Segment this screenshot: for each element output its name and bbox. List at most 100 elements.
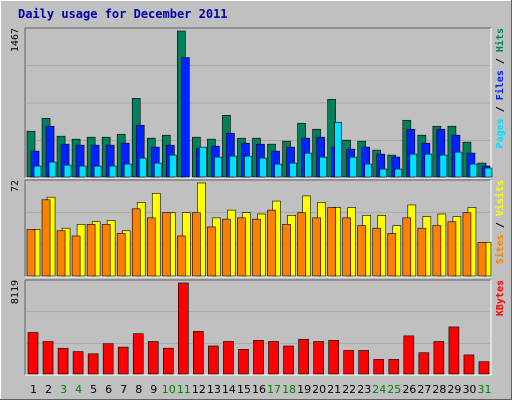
- legend-visits-sites: Sites / Visits: [494, 180, 506, 264]
- bar-sites-day-26: [402, 217, 412, 277]
- bar-sites-day-29: [447, 221, 457, 277]
- bar-kbytes-day-29: [448, 326, 460, 375]
- x-tick-day-28: 28: [432, 383, 446, 396]
- bar-kbytes-day-4: [72, 351, 84, 375]
- x-tick-day-30: 30: [462, 383, 476, 396]
- bar-sites-day-13: [207, 226, 216, 277]
- x-tick-day-9: 9: [150, 383, 157, 396]
- bar-sites-day-2: [41, 199, 51, 277]
- legend-entry: Pages: [495, 118, 506, 148]
- bar-kbytes-day-18: [283, 345, 294, 375]
- x-tick-day-16: 16: [252, 383, 266, 396]
- y-max-label-hits-files-pages: 1467: [10, 28, 21, 52]
- bar-kbytes-day-10: [162, 347, 174, 375]
- bar-pages-day-3: [63, 164, 72, 178]
- x-tick-day-20: 20: [312, 383, 326, 396]
- y-max-label-visits-sites: 72: [10, 180, 21, 192]
- bar-pages-day-24: [379, 168, 388, 178]
- bar-sites-day-6: [101, 224, 111, 277]
- x-tick-day-12: 12: [192, 383, 206, 396]
- bar-sites-day-15: [237, 217, 246, 277]
- bar-kbytes-day-28: [433, 341, 445, 375]
- bar-kbytes-day-24: [373, 359, 385, 375]
- bar-kbytes-day-13: [208, 345, 219, 375]
- x-tick-day-4: 4: [75, 383, 82, 396]
- x-tick-day-31: 31: [477, 383, 491, 396]
- bar-sites-day-24: [372, 227, 382, 277]
- x-tick-day-23: 23: [357, 383, 371, 396]
- bar-sites-day-1: [26, 229, 36, 277]
- bar-sites-day-5: [86, 224, 96, 277]
- bar-pages-day-25: [394, 168, 403, 178]
- x-tick-day-15: 15: [237, 383, 251, 396]
- bar-pages-day-23: [364, 163, 373, 178]
- x-tick-day-1: 1: [30, 383, 37, 396]
- x-tick-day-17: 17: [267, 383, 281, 396]
- x-tick-day-22: 22: [342, 383, 356, 396]
- bar-pages-day-17: [274, 163, 282, 178]
- bar-kbytes-day-2: [42, 341, 54, 375]
- bar-kbytes-day-27: [418, 352, 430, 375]
- x-tick-day-6: 6: [105, 383, 112, 396]
- bar-kbytes-day-8: [132, 333, 144, 375]
- legend-entry: Hits: [494, 28, 506, 52]
- bar-pages-day-1: [33, 165, 42, 178]
- bar-pages-day-4: [78, 165, 87, 178]
- x-tick-day-8: 8: [135, 383, 142, 396]
- bar-pages-day-26: [409, 153, 418, 178]
- bar-kbytes-day-19: [298, 338, 309, 375]
- bar-sites-day-22: [342, 217, 351, 277]
- legend-entry: /: [495, 52, 506, 70]
- bar-sites-day-10: [161, 212, 171, 277]
- x-tick-day-27: 27: [417, 383, 431, 396]
- bar-kbytes-day-11: [178, 282, 189, 375]
- x-tick-day-2: 2: [45, 383, 52, 396]
- bar-kbytes-day-30: [463, 354, 475, 375]
- bar-pages-day-28: [439, 154, 448, 178]
- bar-pages-day-18: [289, 162, 297, 178]
- bar-pages-day-7: [123, 163, 132, 178]
- bar-sites-day-31: [477, 242, 487, 277]
- bar-sites-day-11: [177, 235, 186, 277]
- bar-sites-day-28: [432, 225, 442, 277]
- bar-sites-day-3: [56, 230, 66, 277]
- x-tick-day-14: 14: [222, 383, 236, 396]
- bar-pages-day-27: [424, 153, 433, 178]
- bar-kbytes-day-25: [388, 359, 400, 375]
- bar-sites-day-27: [417, 227, 427, 277]
- bar-sites-day-21: [327, 207, 336, 277]
- x-tick-day-5: 5: [90, 383, 97, 396]
- bar-pages-day-21: [334, 121, 342, 178]
- bar-sites-day-30: [462, 212, 472, 277]
- bar-sites-day-17: [267, 209, 276, 277]
- bar-kbytes-day-5: [87, 353, 99, 375]
- bar-kbytes-day-14: [223, 341, 234, 375]
- x-tick-day-13: 13: [207, 383, 221, 396]
- bar-pages-day-5: [93, 165, 102, 178]
- bar-sites-day-14: [222, 218, 231, 277]
- x-tick-day-7: 7: [120, 383, 127, 396]
- bar-pages-day-2: [48, 161, 57, 178]
- bar-pages-day-31: [484, 167, 493, 178]
- bar-kbytes-day-7: [117, 346, 129, 375]
- bar-pages-day-16: [259, 157, 267, 178]
- x-tick-day-26: 26: [402, 383, 416, 396]
- bar-pages-day-15: [244, 155, 252, 178]
- bar-sites-day-20: [312, 217, 321, 277]
- bar-sites-day-23: [357, 225, 367, 277]
- bar-kbytes-day-16: [253, 340, 264, 375]
- bar-kbytes-day-6: [102, 343, 114, 375]
- legend-entry: Visits: [494, 180, 506, 216]
- bar-pages-day-19: [304, 152, 312, 178]
- bar-kbytes-day-22: [343, 350, 354, 375]
- x-tick-day-18: 18: [282, 383, 296, 396]
- legend-entry: KBytes: [495, 280, 506, 316]
- bar-pages-day-6: [108, 165, 117, 178]
- bar-kbytes-day-15: [238, 349, 249, 375]
- bar-sites-day-4: [71, 235, 81, 277]
- x-tick-day-11: 11: [177, 383, 191, 396]
- x-tick-day-21: 21: [327, 383, 341, 396]
- bar-sites-day-9: [146, 217, 156, 277]
